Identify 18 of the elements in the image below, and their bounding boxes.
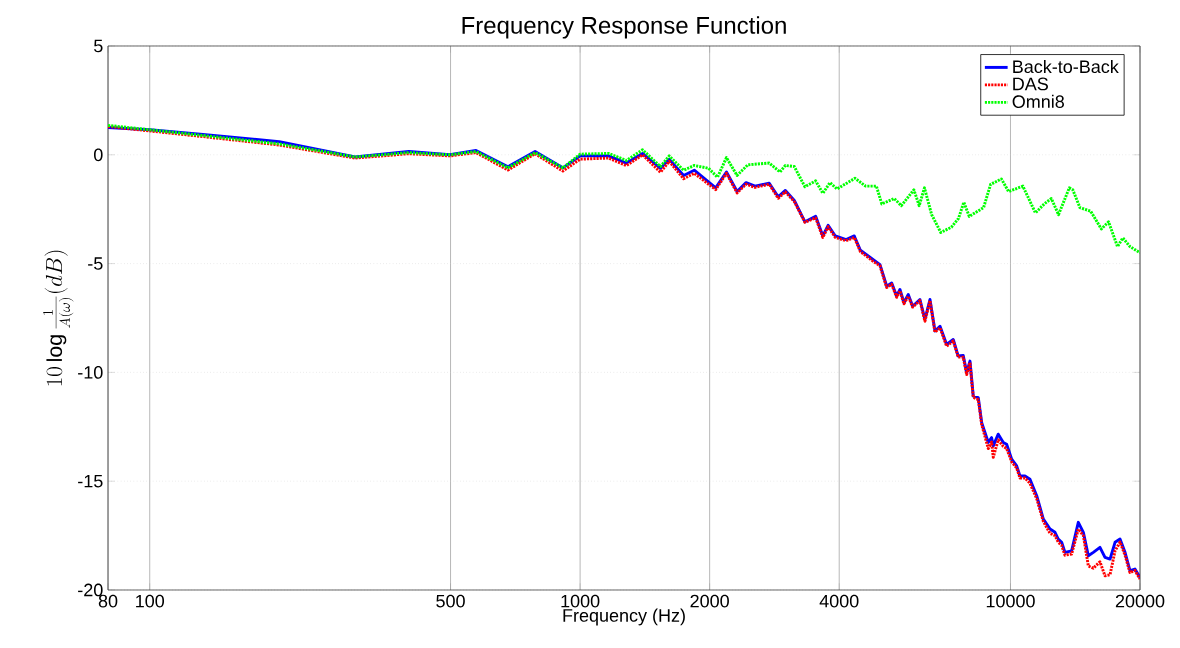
- x-tick-label: 500: [436, 594, 465, 608]
- x-tick-label: 1000: [561, 594, 600, 608]
- x-tick-label: 10000: [986, 594, 1035, 608]
- legend-label: Back-to-Back: [1013, 59, 1119, 74]
- chart-title: Frequency Response Function: [462, 16, 786, 39]
- x-tick-label: 4000: [819, 594, 859, 608]
- y-axis-title: $10\log\frac{1}{A(\omega)}(dB)$: [43, 250, 74, 386]
- y-tick-label: -10: [78, 366, 103, 379]
- legend-label: Omni8: [1012, 94, 1064, 109]
- y-tick-label: 0: [94, 148, 103, 162]
- y-tick-label: -5: [88, 257, 103, 270]
- y-tick-label: 5: [94, 39, 103, 53]
- y-tick-label: -15: [78, 474, 103, 488]
- x-axis-title: Frequency (Hz): [563, 608, 685, 626]
- x-tick-label: 100: [136, 594, 165, 608]
- x-tick-label: 20000: [1115, 594, 1165, 608]
- x-tick-label: 2000: [690, 594, 729, 608]
- legend-label: DAS: [1013, 77, 1048, 91]
